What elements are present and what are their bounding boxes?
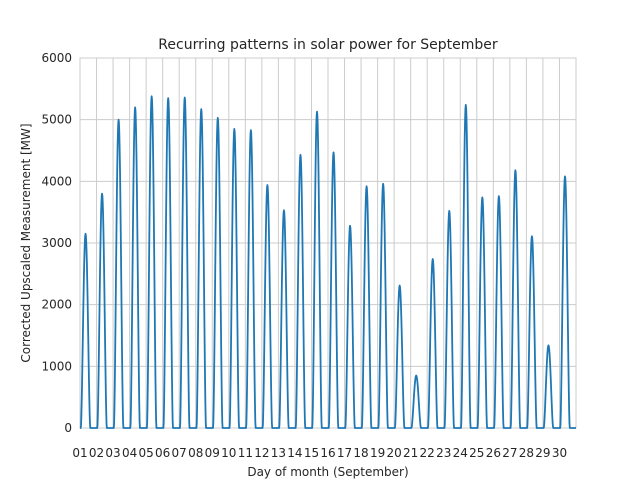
- x-tick-label: 14: [287, 446, 302, 460]
- x-tick-label: 30: [552, 446, 567, 460]
- x-tick-label: 16: [320, 446, 335, 460]
- x-tick-labels: 01 02 03 04 05 06 07 08 09 10 11 12 13 14 15 16 17 18 19 20…: [72, 446, 567, 460]
- x-tick-label: 09: [205, 446, 220, 460]
- x-tick-label: 01: [72, 446, 87, 460]
- x-tick-label: 07: [172, 446, 187, 460]
- grid-lines: [79, 57, 576, 429]
- x-tick-label: 04: [122, 446, 137, 460]
- x-tick-label: 03: [105, 446, 120, 460]
- x-tick-label: 24: [453, 446, 468, 460]
- x-tick-label: 20: [386, 446, 401, 460]
- x-tick-label: 28: [519, 446, 534, 460]
- y-tick-label: 4000: [41, 174, 72, 188]
- x-tick-label: 05: [138, 446, 153, 460]
- x-tick-label: 23: [436, 446, 451, 460]
- x-tick-label: 12: [254, 446, 269, 460]
- x-tick-label: 13: [271, 446, 286, 460]
- x-tick-label: 08: [188, 446, 203, 460]
- y-tick-label: 1000: [41, 359, 72, 373]
- x-tick-label: 15: [304, 446, 319, 460]
- x-tick-label: 11: [238, 446, 253, 460]
- x-tick-label: 25: [469, 446, 484, 460]
- x-axis-label: Day of month (September): [247, 465, 408, 479]
- x-tick-label: 18: [353, 446, 368, 460]
- y-axis-label: Corrected Upscaled Measurement [MW]: [19, 123, 33, 362]
- y-tick-label: 5000: [41, 113, 72, 127]
- x-tick-label: 17: [337, 446, 352, 460]
- series-line: [79, 95, 577, 429]
- x-tick-label: 02: [89, 446, 104, 460]
- chart-title: Recurring patterns in solar power for Se…: [158, 37, 498, 53]
- x-tick-label: 21: [403, 446, 418, 460]
- x-tick-label: 22: [420, 446, 435, 460]
- x-tick-label: 19: [370, 446, 385, 460]
- y-tick-label: 6000: [41, 51, 72, 65]
- x-tick-label: 10: [221, 446, 236, 460]
- y-tick-labels: 0 1000 2000 3000 4000 5000 6000: [41, 51, 72, 435]
- x-tick-label: 27: [502, 446, 517, 460]
- x-tick-label: 26: [486, 446, 501, 460]
- y-tick-label: 2000: [41, 298, 72, 312]
- y-tick-label: 0: [64, 421, 72, 435]
- x-tick-label: 06: [155, 446, 170, 460]
- x-tick-label: 29: [535, 446, 550, 460]
- y-tick-label: 3000: [41, 236, 72, 250]
